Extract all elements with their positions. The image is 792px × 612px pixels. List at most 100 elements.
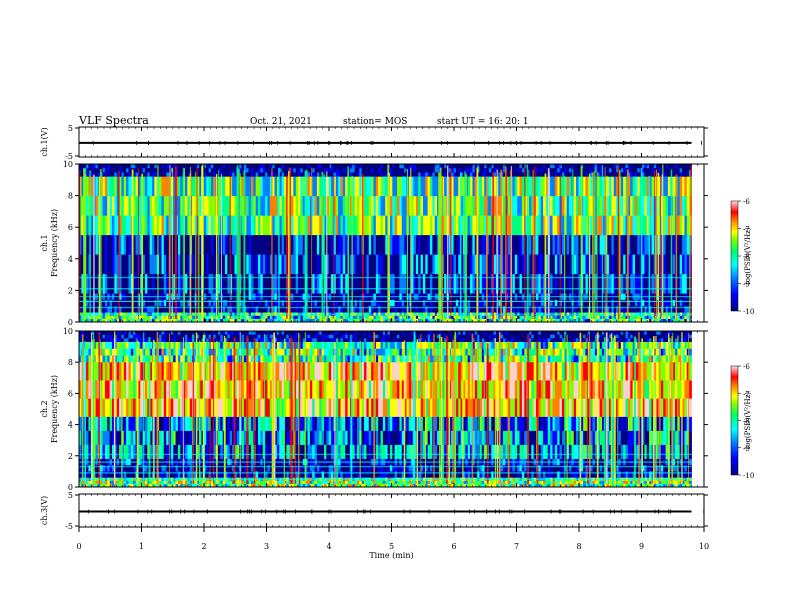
spectral-cell <box>430 299 433 307</box>
spectral-cell <box>373 196 377 216</box>
spectral-cell <box>432 315 436 319</box>
spectral-cell <box>307 215 311 236</box>
spectral-cell <box>260 168 264 173</box>
spectral-cell <box>316 274 320 294</box>
spectral-cell <box>474 176 478 197</box>
spectral-cell <box>524 274 527 294</box>
spectral-cell <box>427 172 431 177</box>
spectral-cell <box>352 254 356 275</box>
spectral-cell <box>682 196 685 216</box>
spectral-cell <box>503 196 506 216</box>
spectral-cell <box>159 254 162 275</box>
spectral-cell <box>368 254 372 275</box>
spectral-cell <box>225 168 228 173</box>
spectral-cell <box>81 176 85 197</box>
spectral-cell <box>119 483 122 487</box>
spectral-cell <box>536 196 539 216</box>
spectral-cell <box>152 176 155 197</box>
panels-group: 5-5ch.1(V)-6-7-8-9-10log(PSD)(V²/Hz)0246… <box>40 124 754 531</box>
spectral-cell <box>177 235 181 255</box>
spectral-cell <box>307 172 311 177</box>
spectral-cell <box>604 164 608 169</box>
spectral-cell <box>590 235 593 255</box>
spectral-cell <box>646 215 650 236</box>
spectral-cell <box>637 274 641 294</box>
spectral-cell <box>302 215 306 236</box>
spectral-cell <box>312 215 315 236</box>
spectral-cell <box>521 196 525 216</box>
spectral-cell <box>540 254 544 275</box>
spectral-cell <box>206 215 209 236</box>
spectral-cell <box>634 196 638 216</box>
spectral-cell <box>166 164 169 169</box>
spectral-cell <box>107 483 111 487</box>
spectral-cell <box>104 355 108 363</box>
spectral-cell <box>380 196 384 216</box>
spectral-cell <box>144 254 148 275</box>
spectral-cell <box>107 331 111 335</box>
spectral-cell <box>663 274 666 294</box>
spectral-cell <box>399 176 403 197</box>
spectral-cell <box>665 274 669 294</box>
spectral-cell <box>397 235 400 255</box>
spectral-cell <box>630 254 634 275</box>
spectral-cell <box>340 318 344 322</box>
spectral-cell <box>107 348 111 356</box>
spectral-cell <box>594 168 598 173</box>
spectral-cell <box>349 315 353 319</box>
spectral-cell <box>142 196 146 216</box>
spectral-cell <box>100 380 103 399</box>
spectral-cell <box>102 341 106 349</box>
spectral-cell <box>331 318 334 322</box>
spectral-cell <box>177 306 181 313</box>
spectral-cell <box>152 318 155 322</box>
spectral-cell <box>455 168 459 173</box>
spectral-cell <box>486 215 490 236</box>
spectral-cell <box>477 254 480 275</box>
spectral-cell <box>498 299 502 307</box>
spectral-cell <box>324 168 327 173</box>
spectral-cell <box>225 196 228 216</box>
spectral-cell <box>210 315 214 319</box>
spectral-cell <box>415 172 419 177</box>
spectral-cell <box>95 398 99 417</box>
spectral-cell <box>359 172 363 177</box>
spectral-cell <box>470 215 473 236</box>
spectral-cell <box>437 164 440 169</box>
spectral-cell <box>653 215 657 236</box>
spectral-cell <box>634 274 638 294</box>
spectral-cell <box>578 299 582 307</box>
spectral-cell <box>159 164 162 169</box>
spectral-cell <box>114 331 118 335</box>
spectral-cell <box>552 215 556 236</box>
spectral-cell <box>663 235 666 255</box>
spectral-cell <box>540 215 544 236</box>
spectral-cell <box>477 164 480 169</box>
spectral-cell <box>147 306 151 313</box>
spectral-cell <box>291 215 294 236</box>
spectral-cell <box>123 196 127 216</box>
spectral-cell <box>274 196 278 216</box>
spectral-cell <box>347 168 351 173</box>
spectral-cell <box>637 164 641 169</box>
spectral-cell <box>667 164 671 169</box>
spectral-cell <box>281 254 285 275</box>
spectral-cell <box>364 215 367 236</box>
spectral-cell <box>328 215 332 236</box>
spectral-cell <box>154 215 158 236</box>
spectral-cell <box>422 235 426 255</box>
spectral-cell <box>672 235 676 255</box>
spectral-cell <box>689 164 692 169</box>
spectral-cell <box>408 315 412 319</box>
spectral-cell <box>111 315 115 319</box>
spectral-cell <box>279 172 282 177</box>
spectral-cell <box>559 254 563 275</box>
spectral-cell <box>585 215 589 236</box>
spectral-cell <box>601 306 605 313</box>
spectral-cell <box>95 274 99 294</box>
spectral-cell <box>493 168 497 173</box>
spectral-cell <box>95 348 99 356</box>
spectral-cell <box>538 274 542 294</box>
spectral-cell <box>111 215 115 236</box>
